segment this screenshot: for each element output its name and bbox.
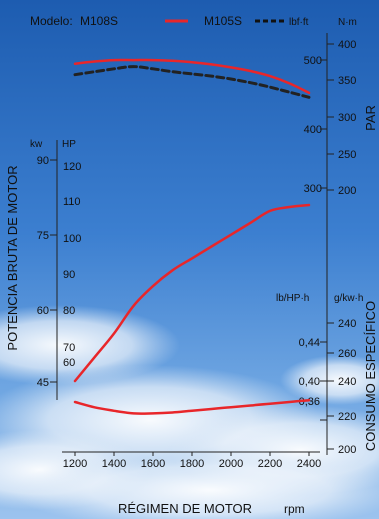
lbfft-tick-500: 500 [304,55,322,67]
nm-tick-350: 350 [338,75,356,87]
rpm-tick-2000: 2000 [219,458,243,470]
gkwh-tick-240b: 240 [338,376,356,388]
lbhph-tick-044: 0,44 [299,337,320,349]
bottom-axis-unit: rpm [284,502,305,516]
series-line-m108s-torque [73,58,311,95]
clouds [0,305,379,519]
kw-ticks: 90 75 60 45 [37,155,57,389]
lbhph-ticks: 0,44 0,40 0,36 [299,337,327,421]
kw-tick-75: 75 [37,230,49,242]
hp-tick-80: 80 [63,305,75,317]
rpm-tick-1600: 1600 [141,458,165,470]
left-axis-title: POTENCIA BRUTA DE MOTOR [5,165,20,350]
series-line-m108s-power [73,203,311,383]
kw-tick-90: 90 [37,155,49,167]
gkwh-tick-240a: 240 [338,318,356,330]
unit-kw: kw [30,139,43,150]
hp-tick-90: 90 [63,269,75,281]
hp-tick-100: 100 [63,233,81,245]
bottom-axis-title: RÉGIMEN DE MOTOR [118,501,252,516]
hp-tick-60: 60 [63,357,75,369]
unit-nm: N·m [338,17,357,28]
right-axis-title-consumption: CONSUMO ESPECÍFICO [363,301,378,451]
axes [56,33,328,455]
lbfft-tick-400: 400 [304,124,322,136]
gkwh-tick-260: 260 [338,348,356,360]
hp-tick-70: 70 [63,342,75,354]
series-line-m105s-torque [73,65,311,99]
nm-tick-400: 400 [338,39,356,51]
rpm-tick-1400: 1400 [102,458,126,470]
hp-ticks: 120 110 100 90 80 70 60 [63,161,81,369]
unit-hp: HP [62,139,76,150]
right-axis-title-torque: PAR [363,105,378,131]
lbhph-tick-036: 0,36 [299,396,320,408]
rpm-ticks: 1200 1400 1600 1800 2000 2200 2400 [63,452,321,470]
nm-tick-200: 200 [338,185,356,197]
legend-prefix: Modelo: [30,14,73,28]
legend-label-m105s: M105S [204,14,242,28]
chart-curves [73,58,311,415]
lbfft-tick-300: 300 [304,183,322,195]
unit-lbfft: lbf·ft [289,17,309,28]
rpm-tick-1800: 1800 [180,458,204,470]
lbhph-tick-040: 0,40 [299,376,320,388]
kw-tick-45: 45 [37,377,49,389]
nm-ticks: 400 350 300 250 200 [320,39,356,197]
lbfft-ticks: 500 400 300 [304,55,322,195]
legend-label-m108s: M108S [80,14,118,28]
gkwh-tick-220: 220 [338,411,356,423]
rpm-tick-2200: 2200 [258,458,282,470]
nm-tick-300: 300 [338,112,356,124]
gkwh-ticks: 240 260 240 220 200 [327,318,356,456]
unit-lbhph: lb/HP·h [276,293,309,304]
nm-tick-250: 250 [338,149,356,161]
series-line-m108s-specific-consumption [73,399,311,415]
unit-gkwh: g/kw·h [334,293,363,304]
rpm-tick-2400: 2400 [297,458,321,470]
legend: Modelo: M108S M105S lbf·ft N·m [30,14,357,28]
hp-tick-110: 110 [63,196,81,208]
rpm-tick-1200: 1200 [63,458,87,470]
gkwh-tick-200: 200 [338,444,356,456]
hp-tick-120: 120 [63,161,81,173]
kw-tick-60: 60 [37,305,49,317]
